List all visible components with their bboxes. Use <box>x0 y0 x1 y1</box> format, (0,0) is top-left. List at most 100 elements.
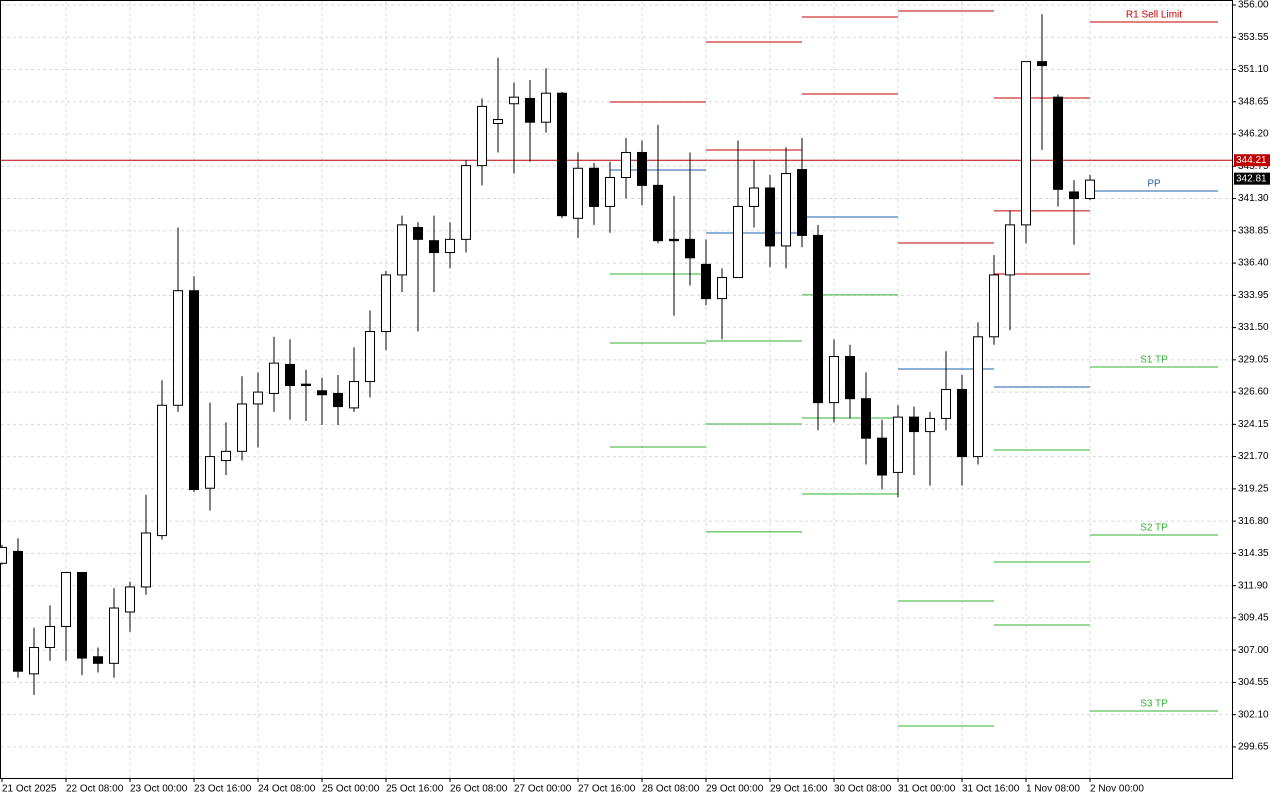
candle-body <box>941 388 951 419</box>
candle-body <box>29 647 39 675</box>
y-tick-label: 314.35 <box>1238 548 1269 559</box>
y-tick-label: 311.90 <box>1238 580 1268 591</box>
x-tick-label: 2 Nov 00:00 <box>1090 784 1144 795</box>
x-tick-label: 31 Oct 00:00 <box>898 784 956 795</box>
candle-body <box>701 263 711 300</box>
candle-body <box>813 234 823 404</box>
candle-body <box>221 450 231 462</box>
candle-body <box>1069 191 1079 200</box>
candle-body <box>157 404 167 537</box>
candle-body <box>573 167 583 219</box>
y-tick-label: 336.40 <box>1238 258 1269 269</box>
y-tick-label: 307.00 <box>1238 645 1269 656</box>
candle-body <box>733 205 743 279</box>
candle-body <box>93 656 103 664</box>
y-tick-label: 348.65 <box>1238 96 1269 107</box>
x-tick-label: 28 Oct 08:00 <box>642 784 700 795</box>
candle-body <box>925 417 935 433</box>
candle-body <box>0 546 7 564</box>
candle-body <box>285 363 295 387</box>
candle-body <box>877 437 887 476</box>
candle-body <box>61 571 71 627</box>
x-tick-label: 22 Oct 08:00 <box>66 784 124 795</box>
candle-body <box>365 331 375 383</box>
candle-body <box>333 392 343 408</box>
y-tick-label: 346.20 <box>1238 129 1269 140</box>
candle-body <box>205 456 215 489</box>
candle-body <box>301 383 311 387</box>
price-marker-label: 344.21 <box>1236 155 1267 166</box>
candle-body <box>893 416 903 473</box>
candle-body <box>477 105 487 167</box>
candle-body <box>413 227 423 240</box>
pivot-label: S3 TP <box>1140 699 1168 710</box>
candle-body <box>909 416 919 433</box>
candle-body <box>957 388 967 458</box>
candle-body <box>829 356 839 404</box>
candle-body <box>1085 179 1095 200</box>
y-tick-label: 309.45 <box>1238 613 1269 624</box>
x-tick-label: 27 Oct 00:00 <box>514 784 572 795</box>
price-marker-label: 342.81 <box>1236 173 1267 184</box>
candle-body <box>589 167 599 207</box>
candle-body <box>317 390 327 396</box>
plot-frame <box>0 0 1233 779</box>
candle-body <box>445 238 455 254</box>
candle-body <box>141 532 151 588</box>
y-tick-label: 299.65 <box>1238 742 1269 753</box>
x-tick-label: 25 Oct 16:00 <box>386 784 444 795</box>
y-tick-label: 324.15 <box>1238 419 1269 430</box>
y-tick-label: 326.60 <box>1238 387 1269 398</box>
candle-body <box>173 290 183 406</box>
y-tick-label: 351.10 <box>1238 64 1269 75</box>
y-tick-label: 302.10 <box>1238 709 1269 720</box>
candle-body <box>637 151 647 186</box>
candle-body <box>461 165 471 240</box>
candle-body <box>381 274 391 333</box>
candle-body <box>1037 61 1047 67</box>
candle-body <box>429 240 439 254</box>
candle-body <box>749 187 759 207</box>
candle-body <box>685 238 695 259</box>
pivot-label: PP <box>1147 179 1161 190</box>
y-tick-label: 304.55 <box>1238 677 1269 688</box>
candle-body <box>77 571 87 659</box>
candle-body <box>525 97 535 123</box>
candle-body <box>669 238 679 242</box>
candle-body <box>189 290 199 491</box>
x-tick-label: 23 Oct 00:00 <box>130 784 188 795</box>
y-tick-label: 319.25 <box>1238 484 1269 495</box>
candle-body <box>509 96 519 105</box>
y-tick-label: 343.75 <box>1238 161 1269 172</box>
candle-body <box>541 92 551 123</box>
x-tick-label: 24 Oct 08:00 <box>258 784 316 795</box>
candle-body <box>349 381 359 409</box>
candle-body <box>973 336 983 458</box>
candle-body <box>13 550 23 672</box>
candle-body <box>1021 61 1031 226</box>
x-tick-label: 21 Oct 2025 <box>2 784 57 795</box>
candle-body <box>45 625 55 649</box>
candle-body <box>125 586 135 613</box>
candle-body <box>845 356 855 400</box>
x-tick-label: 29 Oct 00:00 <box>706 784 764 795</box>
candle-body <box>269 362 279 394</box>
candle-body <box>109 607 119 664</box>
candle-body <box>653 184 663 242</box>
y-tick-label: 316.80 <box>1238 516 1269 527</box>
y-tick-label: 356.00 <box>1238 0 1269 11</box>
candle-body <box>253 391 263 405</box>
candle-body <box>989 274 999 338</box>
candle-body <box>861 398 871 439</box>
candle-body <box>797 169 807 236</box>
pivot-label: S1 TP <box>1140 355 1168 366</box>
candle-body <box>621 151 631 178</box>
price-marker <box>1234 172 1270 185</box>
candle-body <box>397 224 407 276</box>
x-tick-label: 27 Oct 16:00 <box>578 784 636 795</box>
candle-body <box>557 92 567 217</box>
candle-body <box>605 176 615 207</box>
y-tick-label: 331.50 <box>1238 322 1269 333</box>
